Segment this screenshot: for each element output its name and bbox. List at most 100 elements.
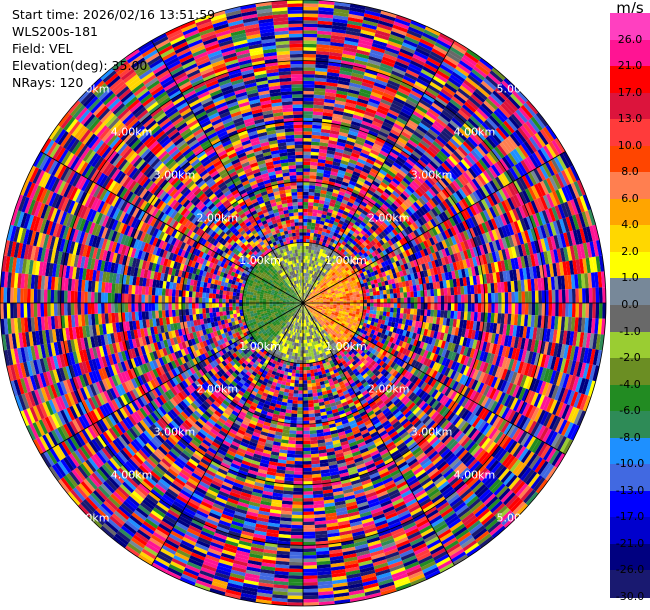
velocity-gate [325, 240, 331, 245]
velocity-gate [434, 303, 438, 311]
velocity-gate [350, 177, 358, 184]
velocity-gate [379, 224, 386, 231]
velocity-gate [420, 296, 425, 303]
velocity-gate [322, 273, 327, 277]
velocity-gate [337, 281, 342, 285]
velocity-gate [346, 23, 362, 30]
velocity-gate [364, 72, 377, 79]
velocity-gate [382, 144, 393, 152]
velocity-gate [376, 306, 381, 312]
velocity-gate [383, 89, 397, 97]
velocity-gate [560, 202, 569, 218]
velocity-gate [443, 106, 456, 118]
velocity-gate [369, 198, 377, 205]
velocity-gate [315, 182, 322, 187]
velocity-gate [344, 207, 351, 214]
velocity-gate [312, 286, 315, 290]
velocity-gate [356, 308, 360, 312]
velocity-gate [341, 156, 350, 163]
velocity-gate [388, 205, 396, 213]
velocity-gate [444, 198, 453, 208]
velocity-gate [312, 111, 324, 116]
velocity-gate [373, 36, 389, 44]
velocity-gate [408, 93, 421, 102]
velocity-gate [424, 113, 436, 124]
velocity-gate [431, 260, 437, 269]
velocity-gate [364, 238, 371, 245]
velocity-gate [451, 71, 466, 83]
velocity-gate [362, 218, 369, 225]
velocity-gate [358, 224, 365, 230]
velocity-gate [370, 183, 379, 191]
velocity-gate [422, 93, 436, 103]
velocity-gate [314, 287, 318, 292]
velocity-gate [403, 144, 414, 154]
velocity-gate [358, 39, 373, 47]
velocity-gate [309, 259, 313, 264]
velocity-gate [373, 306, 377, 311]
velocity-gate [378, 196, 386, 204]
velocity-gate [303, 252, 306, 256]
velocity-gate [449, 205, 458, 216]
velocity-gate [430, 218, 438, 228]
velocity-gate [303, 127, 313, 132]
velocity-gate [382, 191, 390, 199]
velocity-gate [305, 289, 308, 294]
velocity-gate [511, 303, 516, 315]
velocity-gate [393, 96, 406, 106]
velocity-gate [388, 183, 397, 191]
velocity-gate [405, 242, 411, 250]
velocity-gate [438, 132, 450, 143]
velocity-gate [347, 232, 353, 238]
velocity-gate [539, 196, 549, 211]
velocity-gate [426, 269, 432, 277]
velocity-gate [533, 168, 543, 183]
velocity-gate [425, 60, 440, 70]
velocity-gate [428, 146, 439, 156]
velocity-gate [346, 282, 351, 287]
velocity-gate [429, 105, 442, 116]
velocity-gate [447, 303, 452, 311]
velocity-gate [312, 212, 318, 217]
velocity-gate [435, 117, 448, 128]
velocity-gate [351, 72, 364, 79]
velocity-gate [304, 282, 307, 287]
velocity-gate [497, 202, 506, 214]
velocity-gate [312, 256, 316, 261]
velocity-gate [344, 266, 350, 272]
velocity-gate [387, 135, 398, 143]
velocity-gate [346, 165, 355, 171]
velocity-gate [498, 249, 504, 261]
velocity-gate [325, 293, 329, 296]
velocity-gate [547, 159, 558, 175]
velocity-gate [399, 245, 405, 253]
velocity-gate [356, 305, 361, 309]
velocity-gate [308, 292, 312, 296]
velocity-gate [310, 151, 319, 156]
velocity-gate [336, 304, 340, 307]
velocity-gate [396, 156, 406, 165]
velocity-gate [303, 222, 308, 226]
velocity-gate [358, 287, 363, 292]
velocity-gate [303, 30, 318, 35]
velocity-gate [355, 258, 361, 264]
velocity-gate [344, 192, 351, 199]
velocity-gate [394, 60, 409, 70]
velocity-gate [303, 80, 315, 85]
velocity-gate [483, 154, 494, 167]
velocity-gate [359, 36, 374, 43]
velocity-gate [392, 288, 397, 294]
velocity-gate [345, 216, 352, 222]
velocity-gate [355, 253, 361, 259]
velocity-gate [310, 225, 316, 230]
velocity-gate [511, 234, 518, 247]
velocity-gate [423, 269, 429, 278]
velocity-gate [321, 252, 325, 257]
velocity-gate [369, 94, 382, 102]
velocity-gate [334, 256, 340, 262]
velocity-gate [492, 191, 501, 204]
velocity-gate [354, 242, 361, 249]
velocity-gate [521, 189, 531, 204]
velocity-gate [530, 185, 540, 199]
velocity-gate [423, 151, 434, 161]
